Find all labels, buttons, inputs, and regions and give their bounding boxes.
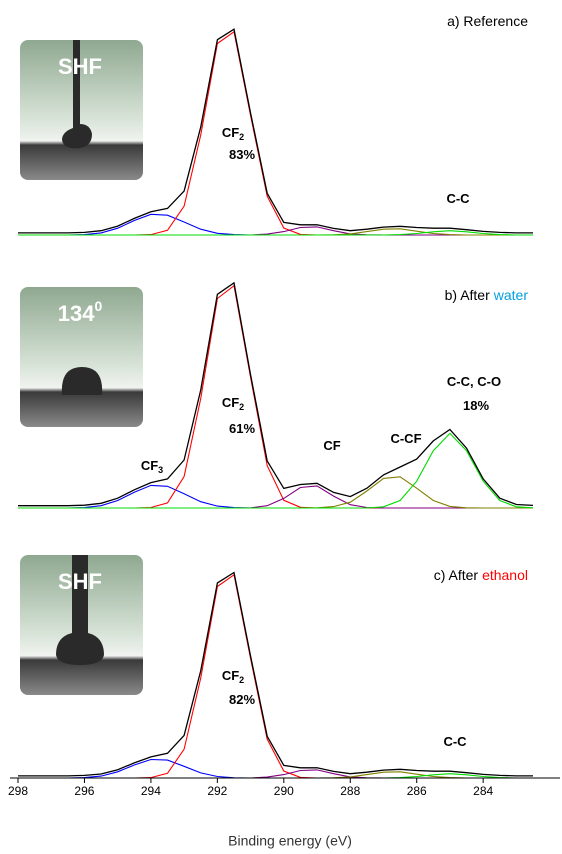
peak-label: CF2: [222, 395, 244, 412]
peak-label: C-C: [446, 191, 470, 206]
x-tick-label: 296: [74, 784, 94, 798]
peak-label-text: CF: [222, 125, 239, 140]
panel-title: c) After ethanol: [434, 567, 528, 583]
peak-label: C-C: [443, 734, 467, 749]
peak-label-text: CF: [323, 438, 340, 453]
inset-label: SHF: [58, 54, 102, 79]
peak-label: CF3: [141, 458, 163, 475]
peak-label: 83%: [229, 147, 255, 162]
inset-background: [20, 40, 143, 180]
spectrum-line: [18, 571, 533, 777]
inset-photo: SHF: [20, 40, 143, 180]
x-tick-label: 298: [8, 784, 28, 798]
peak-label-text: 82%: [229, 692, 255, 707]
peak-label-sub: 2: [239, 402, 244, 412]
panel-title: b) After water: [445, 287, 529, 303]
inset-label-sup: 0: [94, 298, 102, 314]
spectrum-line: [18, 230, 533, 236]
panel-title-text: c) After: [434, 567, 479, 583]
inset-label-text: SHF: [58, 569, 102, 594]
peak-label-text: CF: [141, 458, 158, 473]
peak-label-text: C-C: [443, 734, 467, 749]
spectrum-line: [18, 281, 534, 507]
droplet: [61, 367, 103, 395]
peak-label-text: CF: [222, 395, 239, 410]
panel-title: a) Reference: [447, 13, 528, 29]
peak-label-text: CF: [222, 668, 239, 683]
panel-title-highlight: ethanol: [482, 567, 528, 583]
peak-label: CF: [323, 438, 340, 453]
peak-label-text: C-C, C-O: [447, 374, 501, 389]
peak-label: C-CF: [390, 431, 421, 446]
x-tick-label: 290: [274, 784, 294, 798]
inset-background: [20, 287, 143, 427]
spectrum-line: [18, 28, 533, 234]
x-tick-label: 288: [340, 784, 360, 798]
spectrum-line: [18, 485, 533, 509]
peak-label: 61%: [229, 421, 255, 436]
panel-title-text: a) Reference: [447, 13, 528, 29]
spectrum-line: [18, 758, 533, 779]
x-tick-label: 284: [473, 784, 493, 798]
peak-label-sub: 2: [239, 675, 244, 685]
spectrum-line: [18, 432, 534, 509]
peak-label-sub: 3: [158, 465, 163, 475]
droplet: [62, 40, 92, 149]
peak-label: CF2: [222, 668, 244, 685]
peak-label-sub: 2: [239, 132, 244, 142]
inset-photo: 1340: [20, 287, 143, 427]
peak-label-text: C-CF: [390, 431, 421, 446]
panel-title-text: b) After: [445, 287, 490, 303]
x-axis-label: Binding energy (eV): [228, 833, 352, 849]
peak-label: CF2: [222, 125, 244, 142]
inset-label-text: SHF: [58, 54, 102, 79]
x-tick-label: 292: [207, 784, 227, 798]
peak-label-text: 83%: [229, 147, 255, 162]
peak-label: C-C, C-O: [447, 374, 501, 389]
peak-label: 18%: [463, 398, 489, 413]
peak-label-text: C-C: [446, 191, 470, 206]
peak-label-text: 18%: [463, 398, 489, 413]
inset-label: SHF: [58, 569, 102, 594]
panel-title-highlight: water: [493, 287, 529, 303]
inset-label-text: 134: [58, 301, 95, 326]
x-tick-label: 286: [407, 784, 427, 798]
peak-label: 82%: [229, 692, 255, 707]
x-tick-label: 294: [141, 784, 161, 798]
inset-label: 1340: [58, 298, 103, 326]
inset-photo: SHF: [20, 555, 143, 695]
droplet: [56, 555, 104, 665]
peak-label-text: 61%: [229, 421, 255, 436]
